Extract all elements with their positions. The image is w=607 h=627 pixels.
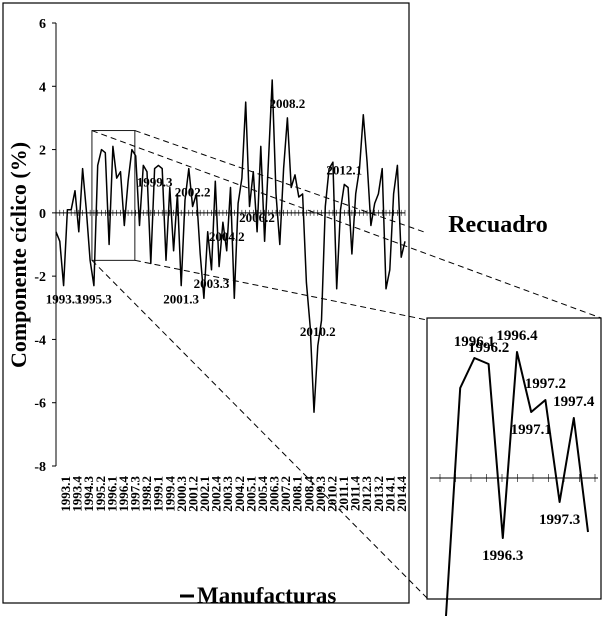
main-series [55,79,406,413]
inset-data-label: 1997.2 [525,376,566,392]
data-label: 2006.2 [239,210,275,225]
inset-data-label: 1996.4 [496,328,538,344]
x-tick-label: 1999.4 [162,476,177,512]
x-tick-label: 1996.1 [104,476,119,512]
inset-data-label: 1997.3 [539,512,580,528]
data-label: 1999.3 [137,175,173,190]
x-tick-label: 2008.1 [290,476,305,512]
y-tick-label: 2 [39,144,46,159]
y-tick-label: -2 [34,270,46,285]
x-tick-label: 2006.3 [267,476,282,512]
y-axis-title: Componente cíclico (%) [6,142,31,368]
x-tick-label: 2013.2 [371,476,386,512]
data-label: 2003.3 [194,276,230,291]
y-tick-label: -4 [34,333,46,348]
inset-axis [430,474,598,482]
x-tick-label: 2002.4 [209,476,224,512]
x-tick-label: 2000.3 [174,476,189,512]
x-tick-label: 2010.2 [324,476,339,512]
data-label: 2010.2 [300,324,336,339]
inset-title: Recuadro [448,212,548,238]
x-tick-label: 2005.4 [255,476,270,512]
x-tick-label: 2005.1 [243,476,258,512]
x-tick-label: 2011.4 [348,476,363,512]
y-axis: 6 4 2 0 -2 -4 -6 -8 [34,17,57,475]
y-tick-label: -8 [34,460,46,475]
x-tick-label: 2002.1 [197,476,212,512]
data-label: 2008.2 [270,96,306,111]
x-tick-label: 2014.4 [394,476,409,512]
x-tick-label: 1995.2 [93,476,108,512]
y-tick-label: 6 [39,17,46,32]
x-tick-label: 1996.4 [116,476,131,512]
inset-series [445,351,589,617]
inset-series-line-manufacturas [445,351,589,617]
legend-label: Manufacturas [197,583,336,608]
x-tick-label: 2004.2 [232,476,247,512]
x-tick-label: 1998.2 [139,476,154,512]
x-tick-label: 1993.1 [58,476,73,512]
data-label: 1993.3 [46,292,82,307]
x-tick-label: 2011.1 [336,476,351,511]
y-tick-label: 0 [39,207,46,222]
zoom-guide-lower [134,259,428,321]
x-tick-label: 2009.3 [313,476,328,512]
x-tick-label: 2001.2 [185,476,200,512]
x-tick-label: 2003.3 [220,476,235,512]
zoom-guides [91,130,602,599]
inset-data-label: 1996.2 [468,340,509,356]
inset-data-label: 1996.1 [454,334,495,350]
x-tick-label: 1994.3 [81,476,96,512]
inset-frame [426,317,602,600]
y-tick-label: -6 [34,397,46,412]
data-label: 2002.2 [175,185,211,200]
inset-data-label: 1996.3 [482,548,523,564]
x-axis: 1993.11993.41994.31995.21996.11996.41997… [55,209,409,512]
legend: Manufacturas [180,583,336,608]
inset-data-label: 1997.1 [511,422,552,438]
main-plot-frame [2,2,410,604]
x-tick-label: 1999.1 [151,476,166,512]
series-line-manufacturas [55,79,406,413]
zoom-guide-bottom [91,259,428,599]
data-label: 2012.1 [326,162,362,177]
inset-data-label: 1997.4 [553,394,595,410]
x-tick-label: 2007.2 [278,476,293,512]
x-tick-label: 1993.4 [70,476,85,512]
zoom-box [91,130,136,261]
x-tick-label: 1997.3 [128,476,143,512]
data-label: 2004.2 [209,229,245,244]
x-tick-label: 2008.4 [301,476,316,512]
zoom-guide-top [91,130,602,319]
x-tick-label: 2012.3 [359,476,374,512]
data-label: 2001.3 [163,292,199,307]
data-label: 1995.3 [76,292,112,307]
zoom-guide-mid [134,130,428,234]
x-tick-label: 2014.1 [382,476,397,512]
y-tick-label: 4 [39,80,46,95]
